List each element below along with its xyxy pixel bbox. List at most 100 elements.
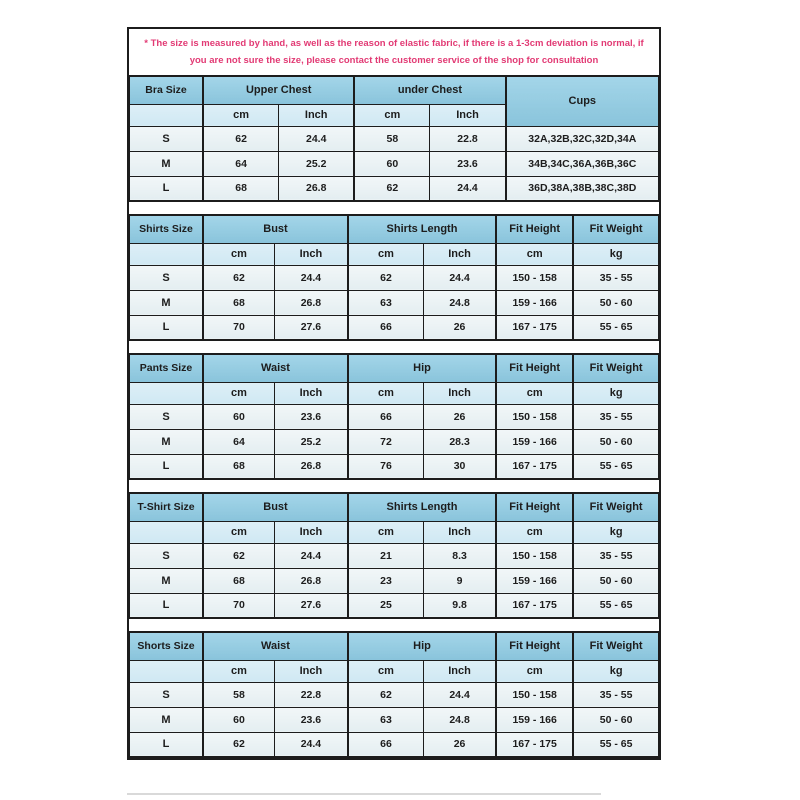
value-cell: 50 - 60 bbox=[572, 706, 660, 733]
value-cell: 167 - 175 bbox=[495, 314, 574, 341]
group-header: Fit Height bbox=[495, 214, 574, 244]
size-row-m: M 64 25.2 72 28.3 159 - 166 50 - 60 bbox=[129, 428, 660, 455]
size-cell: M bbox=[129, 706, 204, 733]
value-cell: 62 bbox=[346, 264, 425, 291]
value-cell: 24.4 bbox=[273, 264, 349, 291]
sub-header-empty bbox=[129, 381, 204, 405]
group-header: Fit Weight bbox=[572, 353, 660, 383]
group-header: Fit Weight bbox=[572, 492, 660, 522]
value-cell: 35 - 55 bbox=[572, 681, 660, 708]
group-header: Shirts Length bbox=[346, 214, 497, 244]
value-cell: 62 bbox=[353, 175, 431, 202]
unit-header: Inch bbox=[423, 242, 497, 266]
value-cell: 21 bbox=[346, 542, 425, 569]
group-header: Hip bbox=[346, 631, 497, 661]
unit-header: Inch bbox=[423, 381, 497, 405]
table-header-row: Shorts Size Waist Hip Fit Height Fit Weight bbox=[129, 631, 660, 661]
unit-header: cm bbox=[495, 242, 574, 266]
unit-header: kg bbox=[572, 242, 660, 266]
value-cell: 58 bbox=[202, 681, 275, 708]
group-header: Fit Height bbox=[495, 631, 574, 661]
value-cell: 23 bbox=[346, 567, 425, 594]
size-row-s: S 62 24.4 62 24.4 150 - 158 35 - 55 bbox=[129, 264, 660, 291]
size-cell: S bbox=[129, 681, 204, 708]
sub-header-empty bbox=[129, 659, 204, 683]
value-cell: 50 - 60 bbox=[572, 428, 660, 455]
size-cell: S bbox=[129, 125, 204, 152]
group-header: Waist bbox=[202, 353, 349, 383]
value-cell: 26 bbox=[423, 314, 497, 341]
value-cell: 62 bbox=[202, 125, 280, 152]
group-header: Bust bbox=[202, 214, 349, 244]
value-cell: 23.6 bbox=[273, 706, 349, 733]
size-table-shorts-size: Shorts Size Waist Hip Fit Height Fit Weight c… bbox=[129, 631, 660, 758]
size-cell: S bbox=[129, 403, 204, 430]
unit-header: Inch bbox=[423, 659, 497, 683]
value-cell: 55 - 65 bbox=[572, 731, 660, 758]
value-cell: 64 bbox=[202, 428, 275, 455]
value-cell: 66 bbox=[346, 314, 425, 341]
value-cell: 25.2 bbox=[278, 150, 355, 177]
value-cell: 150 - 158 bbox=[495, 681, 574, 708]
value-cell: 50 - 60 bbox=[572, 289, 660, 316]
value-cell: 150 - 158 bbox=[495, 264, 574, 291]
unit-header: cm bbox=[346, 242, 425, 266]
value-cell: 159 - 166 bbox=[495, 706, 574, 733]
value-cell: 28.3 bbox=[423, 428, 497, 455]
size-row-l: L 68 26.8 76 30 167 - 175 55 - 65 bbox=[129, 453, 660, 480]
value-cell: 159 - 166 bbox=[495, 428, 574, 455]
value-cell: 167 - 175 bbox=[495, 592, 574, 619]
value-cell: 24.4 bbox=[423, 681, 497, 708]
value-cell: 68 bbox=[202, 175, 280, 202]
unit-header: cm bbox=[353, 103, 431, 127]
size-cell: L bbox=[129, 453, 204, 480]
unit-header-row: cm Inch cm Inch cm kg bbox=[129, 381, 660, 405]
size-row-l: L 68 26.8 62 24.4 36D,38A,38B,38C,38D bbox=[129, 175, 659, 202]
unit-header: Inch bbox=[423, 520, 497, 544]
unit-header: cm bbox=[495, 381, 574, 405]
value-cell: 9.8 bbox=[423, 592, 497, 619]
value-cell: 55 - 65 bbox=[572, 314, 660, 341]
table-header-row: T-Shirt Size Bust Shirts Length Fit Height F… bbox=[129, 492, 660, 522]
value-cell: 70 bbox=[202, 314, 275, 341]
value-cell: 24.4 bbox=[423, 264, 497, 291]
size-cell: S bbox=[129, 542, 204, 569]
unit-header: kg bbox=[572, 659, 660, 683]
value-cell: 24.4 bbox=[273, 542, 349, 569]
value-cell: 68 bbox=[202, 453, 275, 480]
size-row-s: S 62 24.4 21 8.3 150 - 158 35 - 55 bbox=[129, 542, 660, 569]
value-cell: 35 - 55 bbox=[572, 264, 660, 291]
unit-header: Inch bbox=[273, 381, 349, 405]
value-cell: 27.6 bbox=[273, 592, 349, 619]
value-cell: 36D,38A,38B,38C,38D bbox=[504, 175, 659, 202]
size-chart-container: * The size is measured by hand, as well … bbox=[127, 27, 661, 760]
unit-header: cm bbox=[202, 659, 275, 683]
group-header: under Chest bbox=[353, 75, 507, 105]
next-image-top-edge bbox=[127, 793, 601, 795]
size-row-s: S 62 24.4 58 22.8 32A,32B,32C,32D,34A bbox=[129, 125, 659, 152]
value-cell: 24.4 bbox=[429, 175, 507, 202]
table-gap bbox=[129, 341, 659, 353]
unit-header: Inch bbox=[278, 103, 355, 127]
size-column-header: Pants Size bbox=[129, 353, 204, 383]
value-cell: 70 bbox=[202, 592, 275, 619]
group-header: Waist bbox=[202, 631, 349, 661]
value-cell: 23.6 bbox=[273, 403, 349, 430]
size-column-header: Shorts Size bbox=[129, 631, 204, 661]
sub-header-empty bbox=[129, 103, 204, 127]
size-row-l: L 70 27.6 25 9.8 167 - 175 55 - 65 bbox=[129, 592, 660, 619]
value-cell: 26.8 bbox=[278, 175, 355, 202]
table-header-row: Pants Size Waist Hip Fit Height Fit Weight bbox=[129, 353, 660, 383]
value-cell: 24.8 bbox=[423, 289, 497, 316]
value-cell: 68 bbox=[202, 567, 275, 594]
value-cell: 66 bbox=[346, 403, 425, 430]
size-row-m: M 60 23.6 63 24.8 159 - 166 50 - 60 bbox=[129, 706, 660, 733]
value-cell: 60 bbox=[353, 150, 431, 177]
value-cell: 26.8 bbox=[273, 289, 349, 316]
size-cell: M bbox=[129, 150, 204, 177]
size-cell: L bbox=[129, 175, 204, 202]
value-cell: 22.8 bbox=[273, 681, 349, 708]
unit-header: cm bbox=[346, 381, 425, 405]
unit-header: cm bbox=[346, 659, 425, 683]
size-row-m: M 64 25.2 60 23.6 34B,34C,36A,36B,36C bbox=[129, 150, 659, 177]
